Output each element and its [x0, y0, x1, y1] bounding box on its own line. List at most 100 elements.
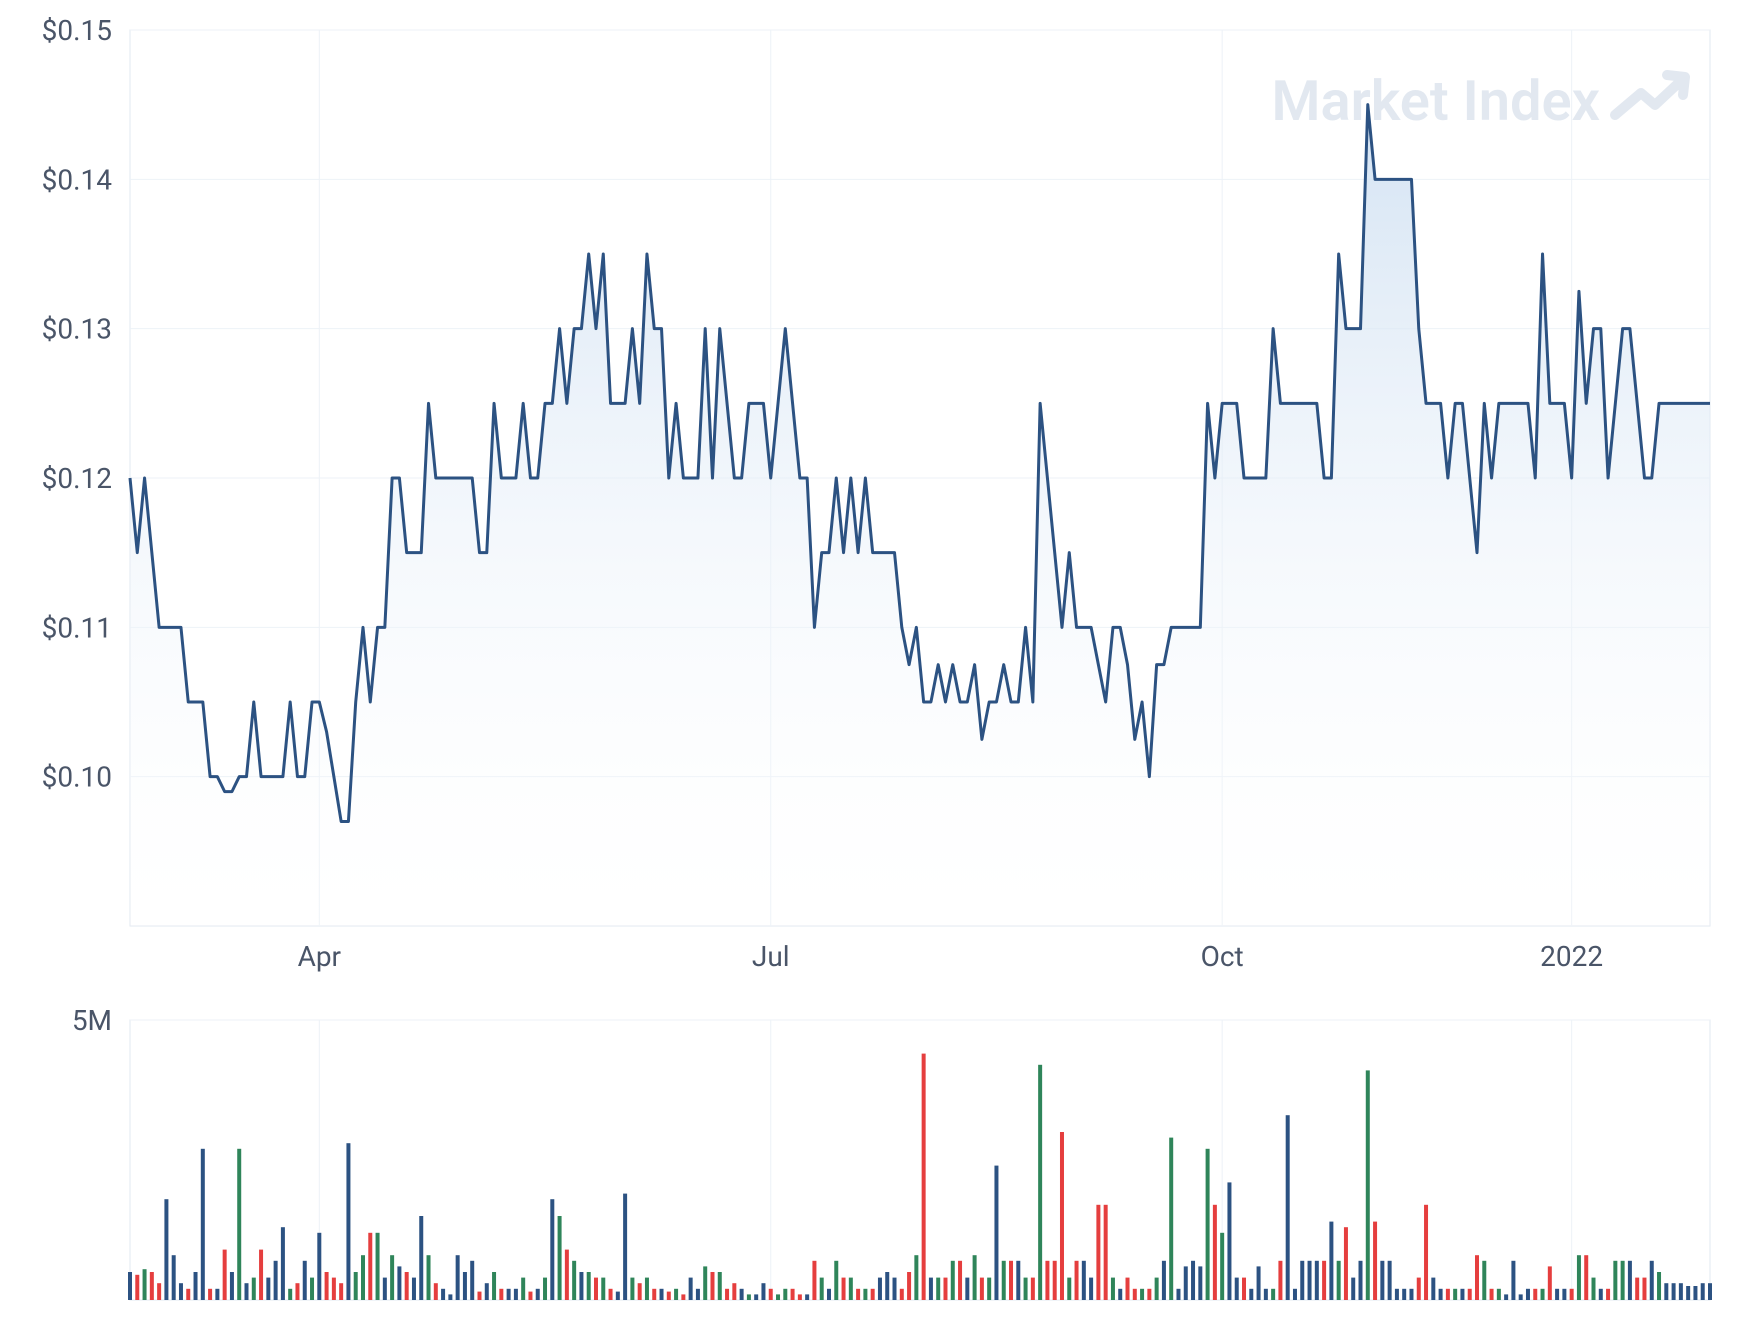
- volume-bar: [965, 1278, 969, 1300]
- volume-bar: [1679, 1283, 1683, 1300]
- volume-bar: [1351, 1278, 1355, 1300]
- volume-bar: [1322, 1261, 1326, 1300]
- price-ytick-label: $0.10: [42, 761, 112, 794]
- watermark: Market Index: [1272, 68, 1685, 134]
- volume-bar: [1009, 1261, 1013, 1300]
- volume-bar: [936, 1278, 940, 1300]
- volume-bar: [1562, 1289, 1566, 1300]
- volume-bar: [143, 1269, 147, 1300]
- price-ytick-label: $0.15: [42, 14, 112, 47]
- volume-bar: [1242, 1278, 1246, 1300]
- volume-bar: [1417, 1278, 1421, 1300]
- volume-bar: [980, 1278, 984, 1300]
- volume-bar: [601, 1278, 605, 1300]
- volume-bar: [863, 1289, 867, 1300]
- volume-bar: [1409, 1289, 1413, 1300]
- volume-bar: [499, 1289, 503, 1300]
- volume-bar: [1672, 1283, 1676, 1300]
- price-ytick-label: $0.13: [42, 313, 112, 346]
- volume-bar: [157, 1283, 161, 1300]
- volume-bar: [354, 1272, 358, 1300]
- volume-bar: [958, 1261, 962, 1300]
- volume-bar: [776, 1294, 780, 1300]
- volume-bar: [281, 1227, 285, 1300]
- volume-bar: [1548, 1266, 1552, 1300]
- volume-bar: [179, 1283, 183, 1300]
- volume-bar: [1104, 1205, 1108, 1300]
- volume-bar: [645, 1278, 649, 1300]
- volume-bar: [456, 1255, 460, 1300]
- volume-bar: [303, 1261, 307, 1300]
- volume-bar: [259, 1250, 263, 1300]
- volume-bar: [1657, 1272, 1661, 1300]
- volume-bar: [201, 1149, 205, 1300]
- volume-bar: [237, 1149, 241, 1300]
- volume-bar: [1257, 1266, 1261, 1300]
- volume-bar: [1388, 1261, 1392, 1300]
- volume-bar: [1235, 1278, 1239, 1300]
- volume-bar: [1635, 1278, 1639, 1300]
- volume-bar: [1220, 1233, 1224, 1300]
- volume-bar: [244, 1283, 248, 1300]
- volume-bar: [1169, 1138, 1173, 1300]
- volume-bar: [1460, 1289, 1464, 1300]
- volume-bar: [186, 1289, 190, 1300]
- volume-bar: [1075, 1261, 1079, 1300]
- price-xtick-label: 2022: [1540, 940, 1603, 973]
- volume-bar: [871, 1289, 875, 1300]
- volume-bar: [820, 1278, 824, 1300]
- volume-bar: [274, 1261, 278, 1300]
- volume-bar: [1519, 1294, 1523, 1300]
- volume-bar: [1067, 1278, 1071, 1300]
- volume-bar: [973, 1255, 977, 1300]
- volume-bar: [1555, 1289, 1559, 1300]
- volume-bar: [1133, 1289, 1137, 1300]
- volume-bar: [215, 1289, 219, 1300]
- volume-bar: [528, 1292, 532, 1300]
- volume-bar: [849, 1278, 853, 1300]
- volume-bar: [288, 1289, 292, 1300]
- volume-bar: [252, 1278, 256, 1300]
- volume-bar: [514, 1289, 518, 1300]
- volume-bar: [427, 1255, 431, 1300]
- volume-bar: [419, 1216, 423, 1300]
- volume-bar: [1191, 1261, 1195, 1300]
- volume-bar: [791, 1289, 795, 1300]
- volume-bar: [630, 1278, 634, 1300]
- volume-bar: [1337, 1261, 1341, 1300]
- volume-bar: [1402, 1289, 1406, 1300]
- volume-bar: [1482, 1261, 1486, 1300]
- volume-bar: [1431, 1278, 1435, 1300]
- volume-bar: [1453, 1289, 1457, 1300]
- volume-bar: [135, 1275, 139, 1300]
- volume-bar: [208, 1289, 212, 1300]
- volume-bar: [128, 1272, 132, 1300]
- volume-bar: [1533, 1289, 1537, 1300]
- volume-bar: [747, 1294, 751, 1300]
- volume-bar: [368, 1233, 372, 1300]
- volume-ytick-label: 5M: [72, 1004, 112, 1037]
- volume-bar: [1155, 1278, 1159, 1300]
- volume-bar: [390, 1255, 394, 1300]
- price-ytick-label: $0.14: [42, 163, 113, 196]
- volume-bar: [1628, 1261, 1632, 1300]
- volume-bar: [1497, 1289, 1501, 1300]
- volume-bar: [579, 1272, 583, 1300]
- volume-bar: [1395, 1289, 1399, 1300]
- volume-bar: [900, 1289, 904, 1300]
- volume-bar: [572, 1261, 576, 1300]
- volume-bar: [1264, 1289, 1268, 1300]
- volume-bar: [1490, 1289, 1494, 1300]
- price-ytick-label: $0.12: [42, 462, 112, 495]
- volume-bar: [1701, 1283, 1705, 1300]
- volume-bar: [805, 1294, 809, 1300]
- volume-bar: [1031, 1278, 1035, 1300]
- volume-bar: [1176, 1289, 1180, 1300]
- volume-bar: [1162, 1261, 1166, 1300]
- volume-bar: [1227, 1182, 1231, 1300]
- volume-bar: [660, 1289, 664, 1300]
- volume-bar: [295, 1283, 299, 1300]
- volume-bar: [798, 1294, 802, 1300]
- volume-bar: [652, 1289, 656, 1300]
- volume-bar: [1198, 1266, 1202, 1300]
